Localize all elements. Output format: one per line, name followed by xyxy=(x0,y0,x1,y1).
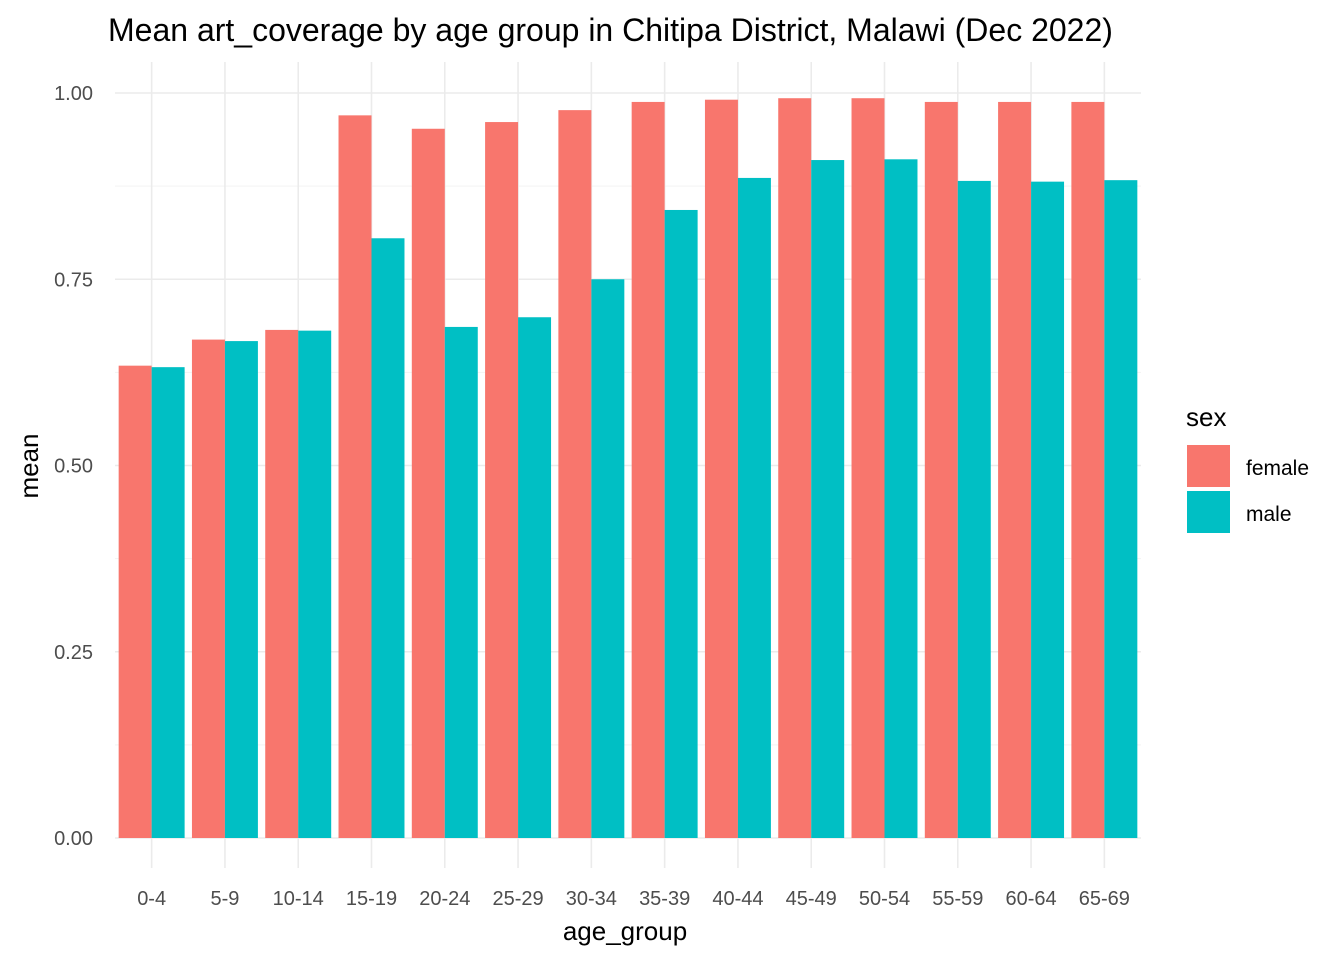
bar-female-40-44 xyxy=(704,99,738,838)
bar-male-60-64 xyxy=(1031,181,1065,838)
bar-male-30-34 xyxy=(591,279,625,838)
y-tick-label: 0.00 xyxy=(54,828,93,850)
bar-male-20-24 xyxy=(444,326,478,838)
legend: sex female male xyxy=(1186,402,1309,533)
bar-male-10-14 xyxy=(298,330,332,838)
legend-key-male xyxy=(1187,491,1230,533)
bar-male-65-69 xyxy=(1104,180,1138,839)
bar-female-15-19 xyxy=(338,115,372,839)
bar-male-25-29 xyxy=(518,317,552,838)
x-tick-label: 25-29 xyxy=(492,888,543,910)
bar-female-25-29 xyxy=(485,122,519,839)
y-tick-label: 1.00 xyxy=(54,83,93,105)
x-tick-label: 0-4 xyxy=(137,888,166,910)
bar-male-50-54 xyxy=(884,159,918,838)
y-axis-title: mean xyxy=(14,433,44,498)
bar-male-55-59 xyxy=(957,180,991,838)
y-tick-label: 0.50 xyxy=(54,456,93,478)
bar-female-5-9 xyxy=(191,339,225,838)
x-tick-label: 40-44 xyxy=(712,888,763,910)
legend-key-female xyxy=(1187,445,1230,487)
bar-female-20-24 xyxy=(411,128,445,838)
bar-female-35-39 xyxy=(631,101,665,838)
bar-male-45-49 xyxy=(811,160,845,839)
bar-female-0-4 xyxy=(118,365,152,838)
bars xyxy=(118,98,1138,839)
x-axis-title: age_group xyxy=(563,916,687,946)
y-tick-labels: 0.00 0.25 0.50 0.75 1.00 xyxy=(54,83,93,850)
x-tick-label: 35-39 xyxy=(639,888,690,910)
x-tick-label: 30-34 xyxy=(566,888,617,910)
bar-female-60-64 xyxy=(998,101,1032,838)
bar-male-40-44 xyxy=(737,177,771,838)
x-tick-label: 55-59 xyxy=(932,888,983,910)
x-tick-labels: 0-4 5-9 10-14 15-19 20-24 25-29 30-34 35-39 40-4… xyxy=(137,888,1130,910)
x-tick-label: 20-24 xyxy=(419,888,470,910)
legend-title: sex xyxy=(1186,402,1226,432)
x-tick-label: 50-54 xyxy=(859,888,910,910)
x-tick-label: 15-19 xyxy=(346,888,397,910)
x-tick-label: 65-69 xyxy=(1079,888,1130,910)
chart-title: Mean art_coverage by age group in Chitip… xyxy=(108,12,1113,48)
x-tick-label: 5-9 xyxy=(210,888,239,910)
x-tick-label: 60-64 xyxy=(1005,888,1056,910)
bar-female-45-49 xyxy=(778,98,812,839)
bar-male-0-4 xyxy=(151,367,185,838)
bar-female-65-69 xyxy=(1071,101,1105,838)
bar-male-35-39 xyxy=(664,209,698,839)
legend-label-female: female xyxy=(1246,457,1309,480)
legend-label-male: male xyxy=(1246,503,1292,526)
bar-female-50-54 xyxy=(851,98,885,839)
y-tick-label: 0.25 xyxy=(54,642,93,664)
bar-female-55-59 xyxy=(924,101,958,838)
bar-male-5-9 xyxy=(224,341,258,838)
y-tick-label: 0.75 xyxy=(54,269,93,291)
x-tick-label: 10-14 xyxy=(273,888,324,910)
x-tick-label: 45-49 xyxy=(786,888,837,910)
bar-female-30-34 xyxy=(558,110,592,838)
bar-male-15-19 xyxy=(371,238,405,838)
bar-female-10-14 xyxy=(265,329,299,838)
